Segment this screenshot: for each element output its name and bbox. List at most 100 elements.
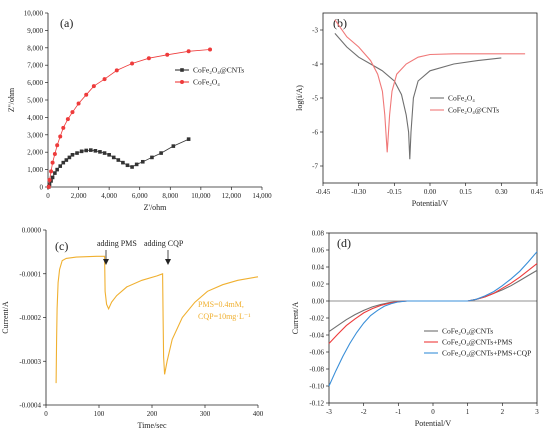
data-point-a-0: [67, 155, 72, 160]
x-tick-label-a: 8,000: [162, 192, 178, 200]
data-point-a-1: [91, 84, 96, 89]
y-tick-label-b: -5: [312, 95, 318, 103]
legend-label-d: CoFe₂O₄@CNTs: [442, 327, 493, 336]
data-point-a-0: [64, 158, 69, 162]
data-point-a-0: [111, 155, 116, 160]
data-point-a-1: [70, 110, 75, 115]
data-point-a-1: [49, 169, 54, 174]
x-tick-label-a: 10,000: [191, 192, 211, 200]
series-line-a-0: [48, 138, 189, 188]
data-point-a-0: [125, 163, 130, 168]
x-tick-label-a: 2,000: [71, 192, 87, 200]
x-tick-label-d: 3: [535, 408, 539, 416]
annotation-adding-pms: adding PMS: [97, 239, 137, 248]
x-tick-label-c: 100: [94, 410, 105, 418]
data-point-a-1: [52, 151, 57, 156]
annotation-cqp-conc: CQP=10mg·L⁻¹: [198, 312, 251, 321]
data-point-a-0: [79, 149, 84, 154]
y-tick-label-c: -0.0003: [19, 358, 41, 366]
x-axis-label-a: Z'/ohm: [144, 203, 168, 212]
panel-label-d: (d): [337, 236, 351, 250]
y-tick-label-d: 0.04: [312, 264, 325, 272]
legend-label-a: CoFe₂O₄@CNTs: [193, 66, 244, 75]
data-point-a-1: [102, 77, 107, 82]
panel-label-a: (a): [60, 16, 73, 30]
legend-marker-a: [180, 68, 184, 72]
x-tick-label-a: 12,000: [222, 192, 242, 200]
x-tick-label-b: -0.30: [351, 188, 366, 196]
x-tick-label-b: 0.45: [531, 188, 544, 196]
x-tick-label-d: -1: [395, 408, 401, 416]
data-point-a-1: [50, 160, 55, 165]
data-point-a-0: [84, 148, 89, 153]
y-tick-label-d: 0.06: [312, 247, 325, 255]
y-tick-label-a: 3,000: [27, 131, 43, 139]
y-tick-label-a: 5,000: [27, 97, 43, 105]
legend-marker-a: [180, 80, 184, 84]
x-tick-label-d: -2: [361, 408, 367, 416]
data-point-a-0: [140, 159, 145, 164]
data-point-a-0: [47, 182, 52, 187]
arrow-pms-head: [103, 259, 109, 265]
legend-label-b: CoFe₂O₄: [448, 94, 475, 103]
y-tick-label-a: 4,000: [27, 114, 43, 122]
y-tick-label-d: -0.08: [309, 366, 324, 374]
data-point-a-0: [89, 148, 93, 152]
y-axis-label-d: Current/A: [291, 302, 300, 335]
data-point-a-1: [208, 47, 213, 52]
data-point-a-0: [107, 153, 111, 157]
y-axis-label-a: Z''/ohm: [7, 87, 16, 112]
y-tick-label-a: 0: [40, 184, 44, 192]
data-point-a-0: [61, 160, 66, 165]
annotation-pms-conc: PMS=0.4mM,: [198, 300, 244, 309]
y-tick-label-b: -4: [312, 61, 318, 69]
x-tick-label-a: 0: [46, 192, 50, 200]
y-tick-label-c: -0.0004: [19, 402, 41, 410]
legend-label-a: CoFe₂O₄: [193, 78, 220, 87]
y-tick-label-d: -0.12: [309, 400, 324, 408]
y-tick-label-b: -7: [312, 163, 318, 171]
x-axis-label-b: Potential/V: [412, 199, 449, 208]
y-tick-label-a: 7,000: [27, 62, 43, 70]
y-tick-label-b: -6: [312, 129, 318, 137]
data-point-a-0: [121, 160, 125, 165]
data-point-a-1: [186, 49, 191, 54]
data-point-a-1: [165, 52, 170, 57]
data-point-a-0: [50, 175, 55, 180]
y-tick-label-d: -0.10: [309, 383, 324, 391]
data-point-a-0: [70, 153, 75, 157]
y-tick-label-c: -0.0002: [19, 314, 41, 322]
x-tick-label-c: 0: [44, 410, 48, 418]
y-tick-label-d: 0.00: [312, 298, 325, 306]
legend-label-b: CoFe₂O₄@CNTs: [448, 106, 499, 115]
data-point-a-1: [55, 143, 60, 148]
y-axis-label-b: log(i/A): [295, 85, 304, 111]
x-axis-label-d: Potential/V: [415, 419, 452, 428]
arrow-cqp-head: [165, 259, 171, 265]
y-tick-label-b: -3: [312, 27, 318, 35]
legend-label-d: CoFe₂O₄@CNTs+PMS+CQP: [442, 349, 531, 358]
x-tick-label-b: 0.15: [460, 188, 473, 196]
plot-frame-d: [328, 232, 538, 404]
data-point-a-1: [47, 178, 52, 183]
x-tick-label-c: 300: [200, 410, 211, 418]
legend-label-d: CoFe₂O₄@CNTs+PMS: [442, 338, 512, 347]
annotation-adding-cqp: adding CQP: [144, 239, 184, 248]
x-tick-label-b: 0.00: [424, 188, 437, 196]
x-tick-label-b: -0.15: [387, 188, 402, 196]
y-tick-label-d: -0.02: [309, 315, 324, 323]
x-tick-label-d: 1: [466, 408, 470, 416]
y-tick-label-a: 9,000: [27, 27, 43, 35]
data-point-a-0: [116, 158, 121, 162]
y-tick-label-a: 2,000: [27, 149, 43, 157]
series-line-b-0: [334, 33, 502, 160]
y-tick-label-d: 0.02: [312, 281, 325, 289]
data-point-a-1: [61, 125, 66, 130]
y-tick-label-a: 1,000: [27, 166, 43, 174]
data-point-a-1: [130, 61, 135, 66]
x-tick-label-a: 14,000: [252, 192, 272, 200]
x-tick-label-a: 4,000: [101, 192, 117, 200]
y-tick-label-d: -0.04: [309, 332, 324, 340]
x-tick-label-c: 200: [147, 410, 158, 418]
